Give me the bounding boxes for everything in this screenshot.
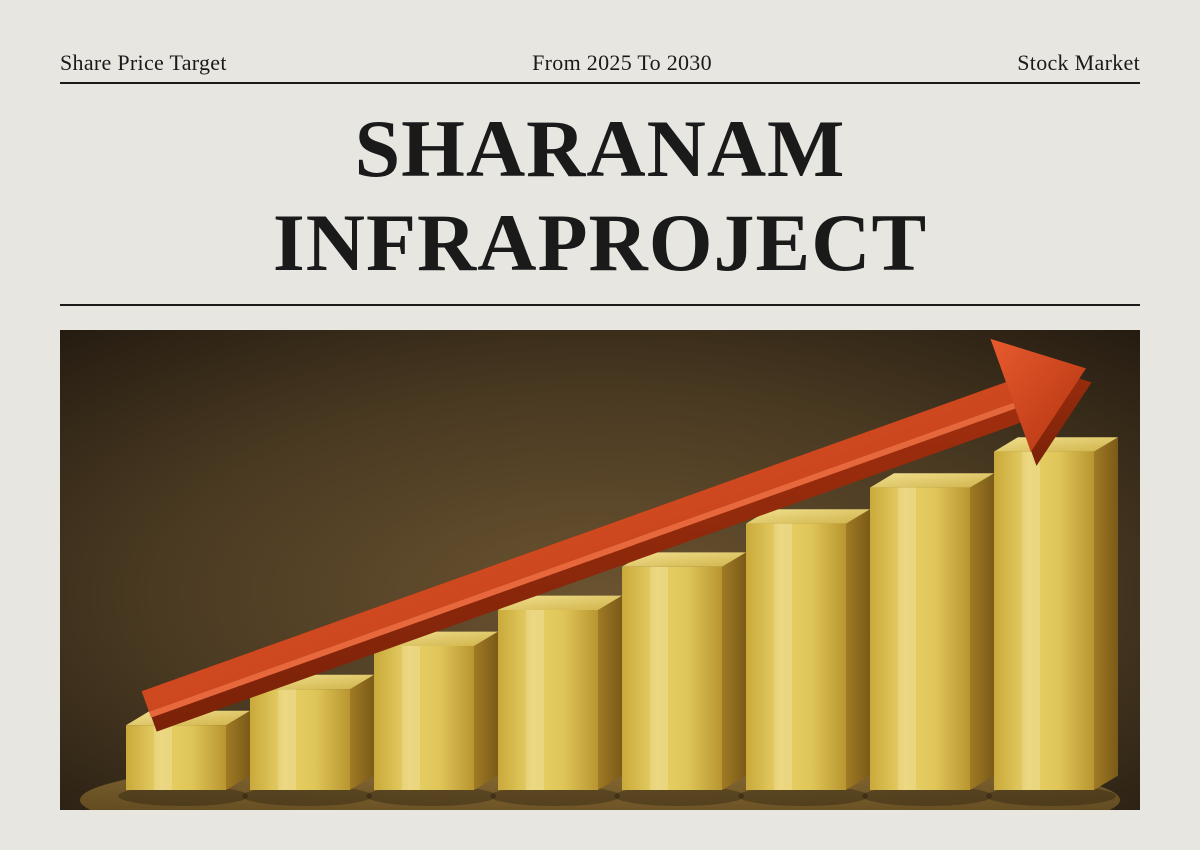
- headline-title: SHARANAM INFRAPROJECT: [60, 84, 1140, 306]
- newspaper-page: Share Price Target From 2025 To 2030 Sto…: [0, 0, 1200, 850]
- chart-svg: [60, 330, 1140, 810]
- top-meta-row: Share Price Target From 2025 To 2030 Sto…: [60, 50, 1140, 84]
- meta-left: Share Price Target: [60, 50, 227, 76]
- meta-center: From 2025 To 2030: [532, 50, 712, 76]
- growth-chart: [60, 330, 1140, 810]
- meta-right: Stock Market: [1017, 50, 1140, 76]
